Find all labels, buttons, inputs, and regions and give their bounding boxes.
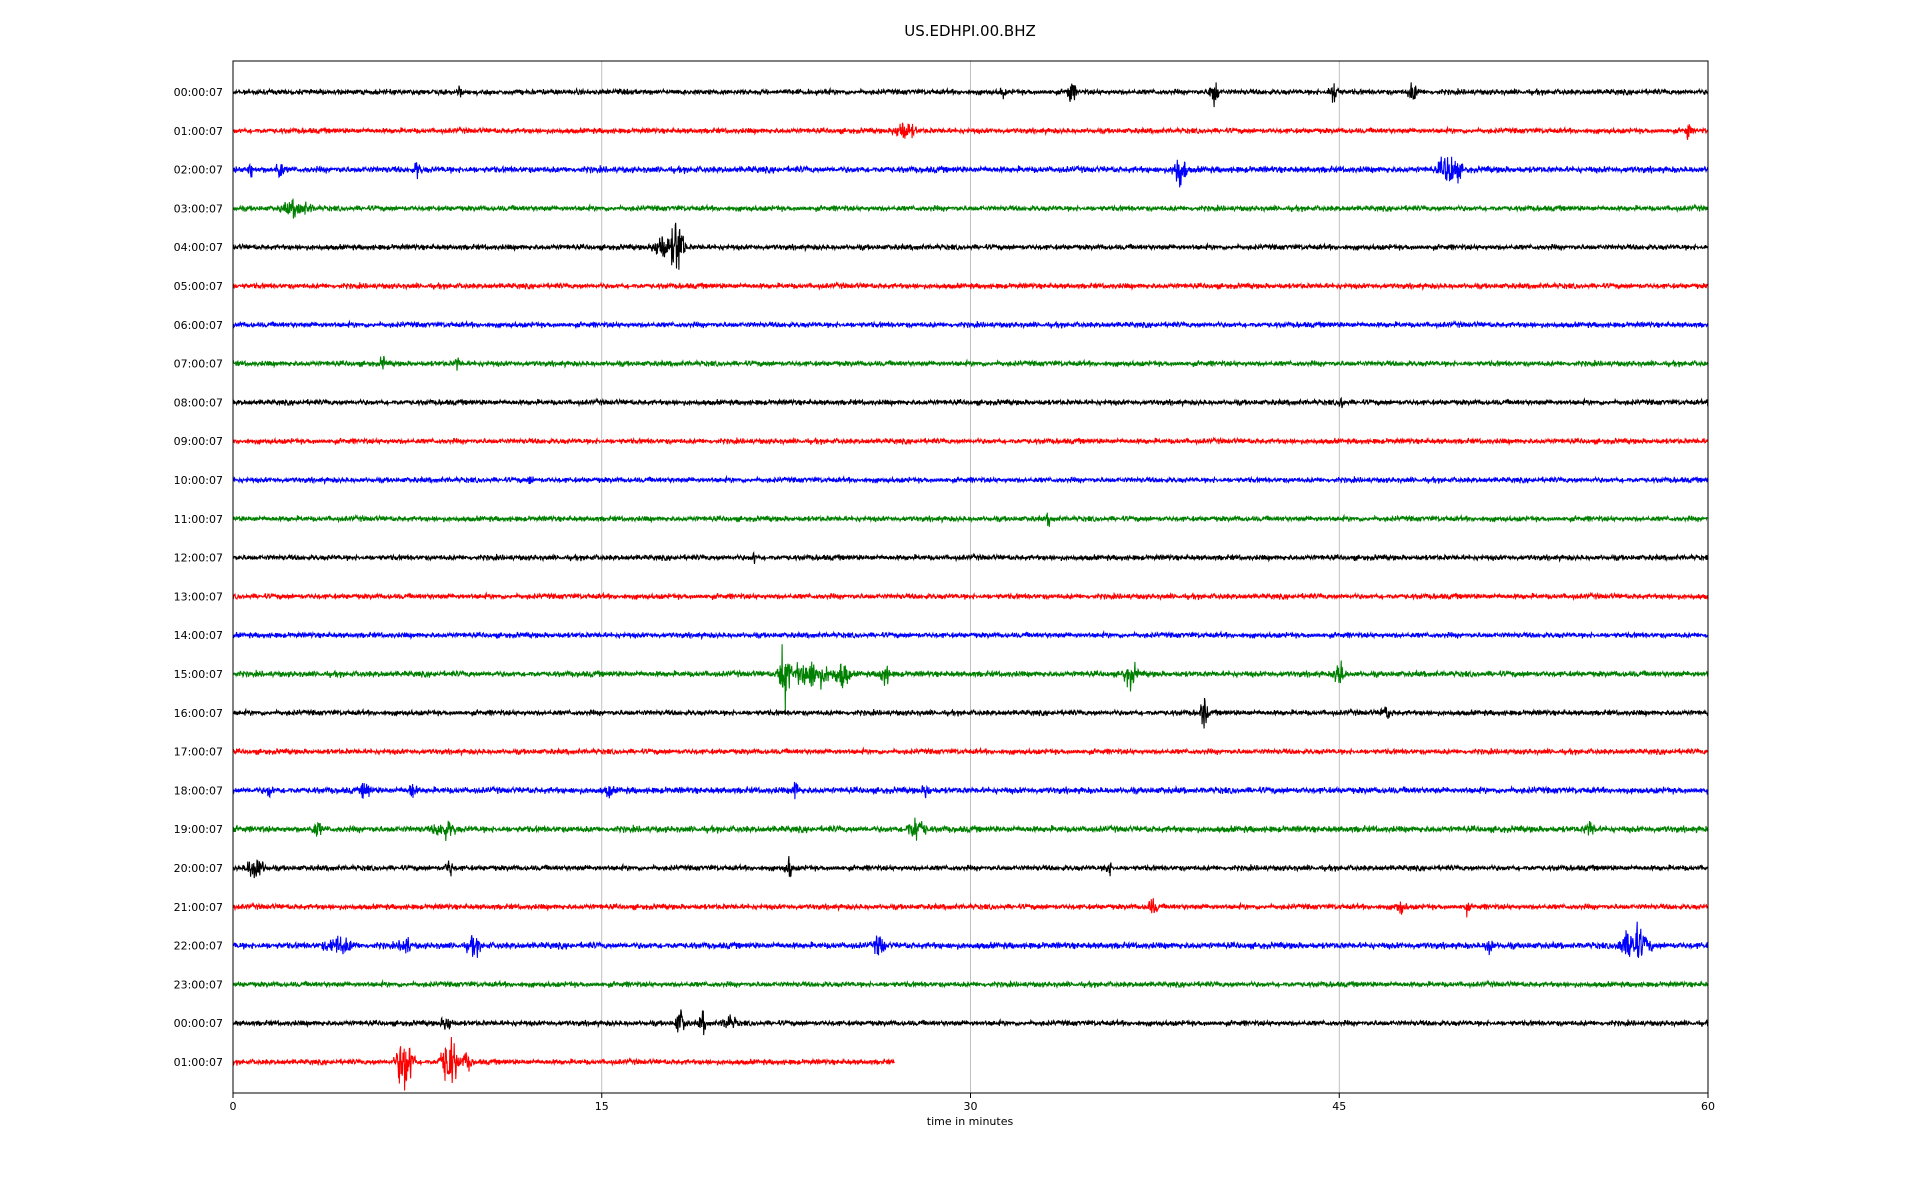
x-tick-label: 45 (1332, 1100, 1346, 1113)
traces (232, 82, 1709, 1091)
row-time-label: 03:00:07 (174, 202, 223, 215)
seismic-trace (232, 156, 1709, 188)
x-tick-label: 60 (1701, 1100, 1715, 1113)
seismic-trace (232, 697, 1709, 729)
row-time-label: 23:00:07 (174, 978, 223, 991)
seismic-trace (232, 817, 1709, 842)
row-time-label: 08:00:07 (174, 396, 223, 409)
seismic-trace (232, 1009, 1709, 1036)
seismic-trace (232, 1036, 895, 1091)
row-time-label: 16:00:07 (174, 707, 223, 720)
seismic-trace (232, 281, 1709, 292)
row-time-label: 01:00:07 (174, 1056, 223, 1069)
seismic-trace (232, 474, 1709, 486)
seismic-trace (232, 436, 1709, 447)
seismic-trace (232, 198, 1709, 219)
seismic-trace (232, 122, 1709, 140)
x-tick-label: 15 (595, 1100, 609, 1113)
row-time-label: 12:00:07 (174, 552, 223, 565)
chart-title: US.EDHPI.00.BHZ (904, 22, 1036, 40)
seismic-trace (232, 746, 1709, 757)
x-axis-label: time in minutes (927, 1115, 1014, 1128)
row-time-label: 09:00:07 (174, 435, 223, 448)
row-time-label: 22:00:07 (174, 940, 223, 953)
row-time-label: 19:00:07 (174, 823, 223, 836)
row-time-label: 21:00:07 (174, 901, 223, 914)
gridlines (601, 61, 1340, 1093)
row-time-label: 20:00:07 (174, 862, 223, 875)
row-time-label: 13:00:07 (174, 590, 223, 603)
row-time-label: 02:00:07 (174, 164, 223, 177)
row-time-label: 04:00:07 (174, 241, 223, 254)
row-time-label: 10:00:07 (174, 474, 223, 487)
row-time-label: 00:00:07 (174, 1017, 223, 1030)
row-time-label: 06:00:07 (174, 319, 223, 332)
seismic-trace (232, 319, 1709, 330)
row-labels: 00:00:07 01:00:07 02:00:07 03:00:07 04:00:07… (174, 86, 223, 1069)
row-time-label: 11:00:07 (174, 513, 223, 526)
row-time-label: 17:00:07 (174, 746, 223, 759)
seismic-trace (232, 551, 1709, 564)
seismic-trace (232, 82, 1709, 108)
row-time-label: 00:00:07 (174, 86, 223, 99)
seismic-trace (232, 222, 1709, 270)
seismic-trace (232, 855, 1709, 879)
x-tick-label: 0 (230, 1100, 237, 1113)
seismic-trace (232, 921, 1709, 958)
x-tick-label: 30 (964, 1100, 978, 1113)
seismic-trace (232, 591, 1709, 602)
seismic-trace (232, 781, 1709, 800)
seismic-trace (232, 512, 1709, 527)
row-time-label: 07:00:07 (174, 358, 223, 371)
seismic-trace (232, 644, 1709, 712)
seismic-trace (232, 979, 1709, 990)
seismic-trace (232, 355, 1709, 371)
seismic-trace (232, 396, 1709, 409)
row-time-label: 01:00:07 (174, 125, 223, 138)
row-time-label: 18:00:07 (174, 784, 223, 797)
seismic-trace (232, 898, 1709, 918)
row-time-label: 14:00:07 (174, 629, 223, 642)
x-axis-ticks: 0 15 30 45 60 (230, 1093, 1715, 1113)
row-time-label: 15:00:07 (174, 668, 223, 681)
row-time-label: 05:00:07 (174, 280, 223, 293)
seismic-trace (232, 629, 1709, 641)
